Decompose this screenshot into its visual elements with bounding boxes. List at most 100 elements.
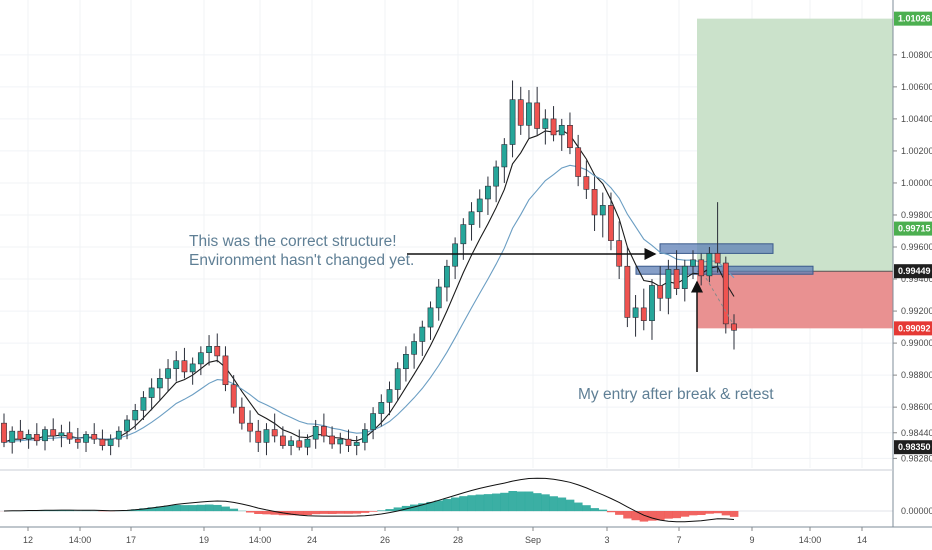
y-tick-label: 0.99600 <box>901 242 932 252</box>
oscillator-bar <box>459 496 468 512</box>
oscillator-bar <box>286 511 296 516</box>
y-tick-label: 0.98440 <box>901 428 932 438</box>
x-tick-label: 7 <box>676 535 681 545</box>
candle-body <box>1 422 7 443</box>
candle-body <box>403 354 409 370</box>
candle-body <box>74 438 81 443</box>
candle-body <box>222 355 229 386</box>
candle-body <box>567 125 573 149</box>
oscillator-pane: 0.00000 <box>0 477 932 523</box>
price-tag-bg <box>894 11 932 26</box>
oscillator-bar <box>508 491 517 512</box>
oscillator-bar <box>295 511 304 516</box>
oscillator-bar <box>418 503 427 512</box>
candle-body <box>632 307 639 318</box>
oscillator-bar <box>565 499 575 512</box>
candle-body <box>288 440 294 446</box>
candle-body <box>58 432 65 437</box>
y-tick-label: 0.99400 <box>901 274 932 284</box>
oscillator-bar <box>344 511 353 514</box>
candle-body <box>345 438 352 446</box>
candle-body <box>320 426 327 437</box>
candle-body <box>230 384 237 408</box>
candle-body <box>509 99 516 145</box>
candle-body <box>17 430 24 440</box>
oscillator-bar <box>172 504 181 512</box>
oscillator-bar <box>656 511 665 521</box>
candle-body <box>263 429 270 443</box>
oscillator-bar <box>360 511 370 513</box>
oscillator-bar <box>557 497 567 512</box>
price-tag-label: 0.98350 <box>898 442 931 452</box>
oscillator-bar <box>57 510 66 512</box>
oscillator-bar <box>598 509 608 512</box>
candle-body <box>115 430 122 440</box>
candle-body <box>731 323 737 331</box>
x-tick-label: 12 <box>23 535 33 545</box>
entry-annotation: My entry after break & retest <box>578 386 774 403</box>
candle-body <box>665 269 672 299</box>
candle-body <box>435 286 442 309</box>
candle-body <box>66 432 73 440</box>
y-tick-label: 0.99800 <box>901 210 932 220</box>
candle-body <box>501 144 508 168</box>
x-tick-label: 19 <box>199 535 209 545</box>
oscillator-bar <box>500 492 509 512</box>
candle-body <box>132 410 139 421</box>
candle-body <box>312 426 319 440</box>
candle-body <box>698 259 705 277</box>
y-tick-label: 0.98280 <box>901 453 932 463</box>
oscillator-bar <box>196 504 206 512</box>
y-tick-label: 0.98600 <box>901 402 932 412</box>
oscillator-bar <box>533 493 542 512</box>
grid-lines <box>0 0 893 468</box>
candle-body <box>542 118 549 129</box>
candle-body <box>148 387 155 398</box>
oscillator-bar <box>180 505 189 512</box>
candle-body <box>673 269 680 289</box>
candle-body <box>526 102 532 126</box>
price-tag: 0.98350 <box>894 440 932 455</box>
oscillator-bar <box>631 511 640 521</box>
y-tick-label: 0.98800 <box>901 370 932 380</box>
x-tick-label: 17 <box>126 535 136 545</box>
oscillator-bar <box>327 511 337 514</box>
candle-body <box>493 166 500 187</box>
oscillator-bar <box>721 511 731 516</box>
candle-body <box>485 185 491 200</box>
candle-body <box>476 198 483 213</box>
candle-body <box>624 265 631 318</box>
oscillator-bar <box>492 493 501 512</box>
x-tick-label: 28 <box>453 535 463 545</box>
oscillator-bar <box>697 511 706 515</box>
candle-body <box>197 352 204 365</box>
candle-body <box>394 368 401 390</box>
moving-average-lines <box>3 129 735 443</box>
trade-position-box[interactable] <box>697 18 893 329</box>
x-tick-label: 14:00 <box>69 535 92 545</box>
ema-fast-line <box>3 129 735 443</box>
oscillator-bar <box>434 500 444 512</box>
candle-body <box>722 262 729 325</box>
oscillator-bar <box>713 511 722 514</box>
oscillator-tick-label: 0.00000 <box>901 506 932 516</box>
candle-body <box>255 430 262 443</box>
candle-body <box>238 406 245 424</box>
candle-body <box>575 147 582 177</box>
oscillator-bar <box>188 505 198 512</box>
candle-body <box>173 360 180 370</box>
x-tick-label: 14 <box>857 535 867 545</box>
oscillator-bar <box>163 505 173 512</box>
structure-annotation: This was the correct structure! Environm… <box>189 232 414 270</box>
candle-body <box>681 265 688 289</box>
price-tag-bg <box>894 321 932 336</box>
oscillator-bar <box>623 511 632 519</box>
candle-body <box>583 176 590 190</box>
oscillator-bar <box>369 511 378 512</box>
oscillator-bar <box>410 504 419 512</box>
price-tag: 0.99449 <box>894 264 932 279</box>
oscillator-bar <box>262 511 271 515</box>
y-tick-label: 1.00800 <box>901 50 932 60</box>
